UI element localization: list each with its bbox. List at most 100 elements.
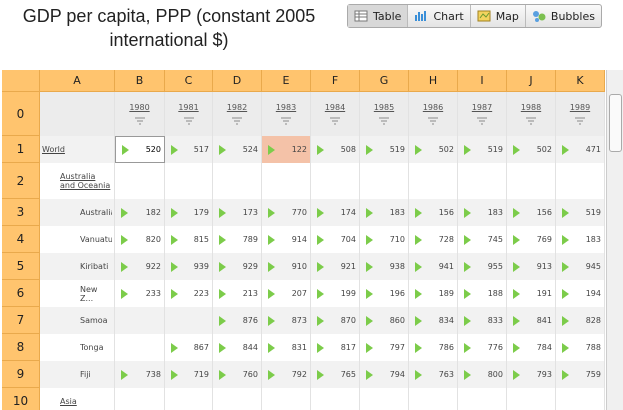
expand-arrow[interactable] — [562, 144, 569, 155]
value-cell[interactable]: 939 — [165, 253, 213, 280]
value-cell[interactable]: 520 — [115, 136, 165, 163]
expand-arrow[interactable] — [268, 315, 275, 326]
value-cell[interactable]: 792 — [262, 361, 311, 388]
year-label[interactable]: 1988 — [520, 102, 542, 112]
expand-arrow[interactable] — [317, 288, 324, 299]
value-cell[interactable]: 867 — [165, 334, 213, 361]
filter-icon[interactable] — [183, 116, 195, 126]
value-cell[interactable]: 122 — [262, 136, 311, 163]
expand-arrow[interactable] — [513, 144, 520, 155]
expand-arrow[interactable] — [562, 261, 569, 272]
expand-arrow[interactable] — [464, 261, 471, 272]
year-label[interactable]: 1980 — [129, 102, 150, 112]
expand-arrow[interactable] — [121, 261, 128, 272]
value-cell[interactable]: 828 — [556, 307, 605, 334]
expand-arrow[interactable] — [513, 369, 520, 380]
expand-arrow[interactable] — [121, 369, 128, 380]
value-cell[interactable]: 759 — [556, 361, 605, 388]
value-cell[interactable]: 156 — [507, 199, 556, 226]
expand-arrow[interactable] — [366, 288, 373, 299]
value-cell[interactable]: 800 — [458, 361, 507, 388]
expand-arrow[interactable] — [171, 234, 178, 245]
filter-icon[interactable] — [280, 116, 292, 126]
row-header[interactable]: 2 — [2, 163, 40, 199]
expand-arrow[interactable] — [171, 144, 178, 155]
expand-arrow[interactable] — [317, 144, 324, 155]
year-label[interactable]: 1984 — [324, 102, 346, 112]
value-cell[interactable]: 471 — [556, 136, 605, 163]
expand-arrow[interactable] — [415, 207, 422, 218]
expand-arrow[interactable] — [366, 261, 373, 272]
expand-arrow[interactable] — [513, 288, 520, 299]
value-cell[interactable]: 833 — [458, 307, 507, 334]
view-button[interactable]: Chart — [408, 5, 471, 27]
value-cell[interactable]: 502 — [507, 136, 556, 163]
expand-arrow[interactable] — [464, 288, 471, 299]
expand-arrow[interactable] — [219, 342, 226, 353]
value-cell[interactable]: 921 — [311, 253, 360, 280]
expand-arrow[interactable] — [513, 342, 520, 353]
expand-arrow[interactable] — [171, 261, 178, 272]
row-header[interactable]: 8 — [2, 334, 40, 361]
value-cell[interactable]: 938 — [360, 253, 409, 280]
year-label[interactable]: 1981 — [178, 102, 199, 112]
year-label[interactable]: 1983 — [275, 102, 297, 112]
row-header[interactable]: 3 — [2, 199, 40, 226]
expand-arrow[interactable] — [562, 234, 569, 245]
value-cell[interactable]: 179 — [165, 199, 213, 226]
expand-arrow[interactable] — [268, 261, 275, 272]
row-header[interactable]: 6 — [2, 280, 40, 307]
expand-arrow[interactable] — [366, 144, 373, 155]
value-cell[interactable]: 183 — [556, 226, 605, 253]
expand-arrow[interactable] — [464, 369, 471, 380]
expand-arrow[interactable] — [317, 261, 324, 272]
expand-arrow[interactable] — [464, 207, 471, 218]
value-cell[interactable]: 760 — [213, 361, 262, 388]
value-cell[interactable]: 793 — [507, 361, 556, 388]
expand-arrow[interactable] — [562, 207, 569, 218]
expand-arrow[interactable] — [317, 342, 324, 353]
year-label[interactable]: 1987 — [471, 102, 493, 112]
value-cell[interactable]: 770 — [262, 199, 311, 226]
value-cell[interactable]: 223 — [165, 280, 213, 307]
value-cell[interactable]: 929 — [213, 253, 262, 280]
column-header[interactable]: C — [165, 70, 213, 92]
expand-arrow[interactable] — [268, 342, 275, 353]
value-cell[interactable]: 794 — [360, 361, 409, 388]
value-cell[interactable]: 182 — [115, 199, 165, 226]
expand-arrow[interactable] — [317, 234, 324, 245]
expand-arrow[interactable] — [121, 288, 128, 299]
value-cell[interactable]: 183 — [360, 199, 409, 226]
expand-arrow[interactable] — [219, 369, 226, 380]
expand-arrow[interactable] — [171, 207, 178, 218]
expand-arrow[interactable] — [121, 207, 128, 218]
expand-arrow[interactable] — [317, 207, 324, 218]
expand-arrow[interactable] — [415, 369, 422, 380]
value-cell[interactable]: 745 — [458, 226, 507, 253]
expand-arrow[interactable] — [513, 261, 520, 272]
row-header[interactable]: 9 — [2, 361, 40, 388]
value-cell[interactable]: 831 — [262, 334, 311, 361]
filter-icon[interactable] — [427, 116, 439, 126]
expand-arrow[interactable] — [219, 144, 226, 155]
value-cell[interactable]: 914 — [262, 226, 311, 253]
value-cell[interactable]: 174 — [311, 199, 360, 226]
column-header[interactable]: D — [213, 70, 262, 92]
expand-arrow[interactable] — [415, 315, 422, 326]
value-cell[interactable]: 156 — [409, 199, 458, 226]
row-header[interactable]: 7 — [2, 307, 40, 334]
value-cell[interactable]: 834 — [409, 307, 458, 334]
expand-arrow[interactable] — [464, 315, 471, 326]
value-cell[interactable]: 873 — [262, 307, 311, 334]
value-cell[interactable]: 941 — [409, 253, 458, 280]
expand-arrow[interactable] — [219, 261, 226, 272]
value-cell[interactable]: 196 — [360, 280, 409, 307]
value-cell[interactable]: 199 — [311, 280, 360, 307]
value-cell[interactable]: 876 — [213, 307, 262, 334]
column-header[interactable]: F — [311, 70, 360, 92]
expand-arrow[interactable] — [171, 369, 178, 380]
view-button[interactable]: Map — [471, 5, 526, 27]
expand-arrow[interactable] — [366, 342, 373, 353]
value-cell[interactable]: 789 — [213, 226, 262, 253]
filter-icon[interactable] — [378, 116, 390, 126]
